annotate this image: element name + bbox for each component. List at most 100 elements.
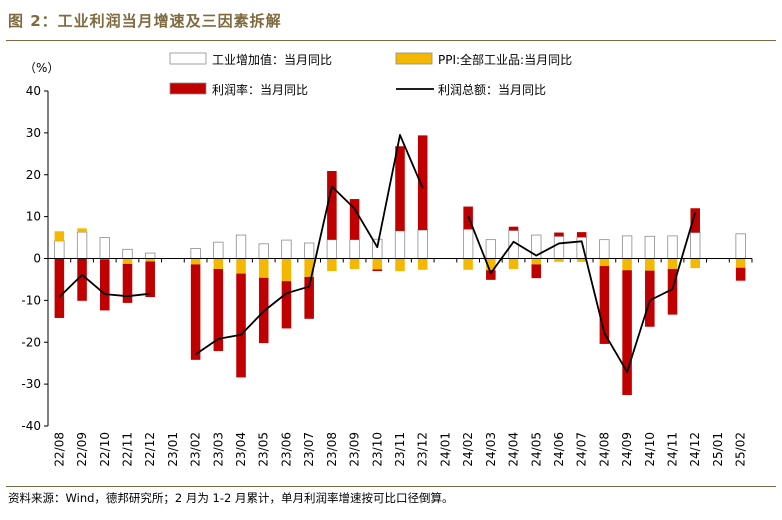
ppi-bar [395,258,405,272]
value-added-bar [235,234,247,259]
x-tick-label: 24/06 [552,432,566,467]
y-tick-label: 20 [26,168,41,182]
profit-margin-bar [645,270,655,327]
x-tick-label: 23/07 [302,432,316,467]
y-tick-label: 30 [26,126,41,140]
ppi-bar [372,258,383,270]
x-tick-label: 23/10 [370,432,384,467]
y-tick-label: -40 [21,419,41,433]
x-tick-label: 24/10 [643,432,657,467]
value-added-bar [54,240,65,259]
value-added-bar [258,243,269,259]
x-tick-label: 23/05 [257,432,271,467]
ppi-bar [281,258,292,282]
x-tick-label: 24/02 [461,432,475,467]
ppi-bar [54,231,65,241]
value-added-bar [599,239,610,259]
profit-margin-bar [145,261,155,298]
profit-margin-bar [735,267,746,281]
ppi-bar [508,258,519,269]
legend-profit-margin-label: 利润率：当月同比 [212,82,308,97]
y-tick-label: -10 [21,293,41,307]
legend-value-added-label: 工业增加值：当月同比 [212,52,332,67]
profit-margin-bar [486,270,496,280]
x-tick-label: 22/09 [75,432,89,467]
ppi-bar [690,258,700,269]
profit-margin-bar [213,268,224,352]
x-tick-label: 25/02 [734,432,748,467]
bars [54,135,746,396]
legend-ppi-label: PPI:全部工业品:当月同比 [438,52,572,67]
profit-margin-bar [576,232,587,238]
profit-margin-bar [417,135,428,231]
value-added-bar [145,252,156,259]
value-added-bar [349,239,360,259]
figure-title: 图 2：工业利润当月增速及三因素拆解 [8,12,282,30]
profit-margin-bar [327,170,337,240]
ppi-bar [327,258,337,272]
y-tick-label: -30 [21,377,41,391]
profit-margin-bar [100,259,110,311]
value-added-bar [394,230,406,259]
ppi-bar [236,258,246,274]
ppi-bar [304,258,314,277]
x-tick-label: 24/11 [666,432,680,467]
legend-total-profit-label: 利润总额：当月同比 [438,83,546,97]
profit-margin-bar [54,258,65,318]
x-tick-label: 23/06 [279,432,293,467]
value-added-bar [417,229,428,259]
profit-margin-bar [508,226,519,231]
x-tick-label: 22/10 [98,432,112,467]
ppi-bar [554,258,564,262]
profit-margin-bar [395,146,405,231]
legend-ppi-swatch [395,52,433,65]
profit-margin-bar [599,266,610,344]
x-tick-label: 24/03 [484,432,498,467]
x-tick-label: 22/08 [52,432,66,467]
ppi-bar [77,228,87,233]
ppi-bar [576,258,587,262]
ppi-bar [258,258,269,278]
profit-margin-bar [122,263,133,303]
ppi-bar [463,258,473,270]
value-added-bar [735,233,746,259]
source-note: 资料来源：Wind，德邦研究所；2 月为 1-2 月累计，单月利润率增速按可比口… [8,491,454,505]
x-tick-label: 22/11 [120,432,134,467]
x-tick-label: 22/12 [143,432,157,467]
profit-margin-bar [349,199,360,240]
value-added-bar [485,239,497,259]
ppi-bar [145,258,155,262]
x-tick-label: 23/11 [393,432,407,467]
ppi-bar [735,258,746,268]
title-rule [6,40,776,41]
x-tick-label: 23/09 [348,432,362,467]
value-added-bar [621,235,633,259]
profit-margin-bar [622,270,632,396]
x-tick-label: 23/03 [211,432,225,467]
value-added-bar [213,241,224,259]
ppi-bar [667,258,678,269]
value-added-bar [462,228,474,259]
y-tick-label: -20 [21,335,41,349]
x-tick-label: 24/01 [438,432,452,467]
source-rule [6,486,776,487]
ppi-bar [622,258,632,271]
legend-profit-margin-swatch [169,82,207,95]
x-tick-label: 23/02 [189,432,203,467]
profit-margin-bar [236,273,246,378]
y-tick-label: 40 [26,84,41,98]
axes: 40 30 20 10 0 -10 -20 -30 -40 22/08 22/09 22/10 22/1… [21,84,753,467]
ppi-bar [417,258,428,270]
x-tick-label: 24/04 [507,432,521,467]
x-tick-label: 23/12 [416,432,430,467]
profit-margin-bar [372,269,383,272]
value-added-bar [644,235,655,259]
ppi-bar [122,258,133,264]
value-added-bar [667,235,678,259]
ppi-bar [486,258,496,271]
legend-value-added-swatch [169,52,207,65]
profit-margin-bar [190,264,201,360]
x-tick-label: 23/04 [234,432,248,467]
x-tick-label: 24/09 [620,432,634,467]
